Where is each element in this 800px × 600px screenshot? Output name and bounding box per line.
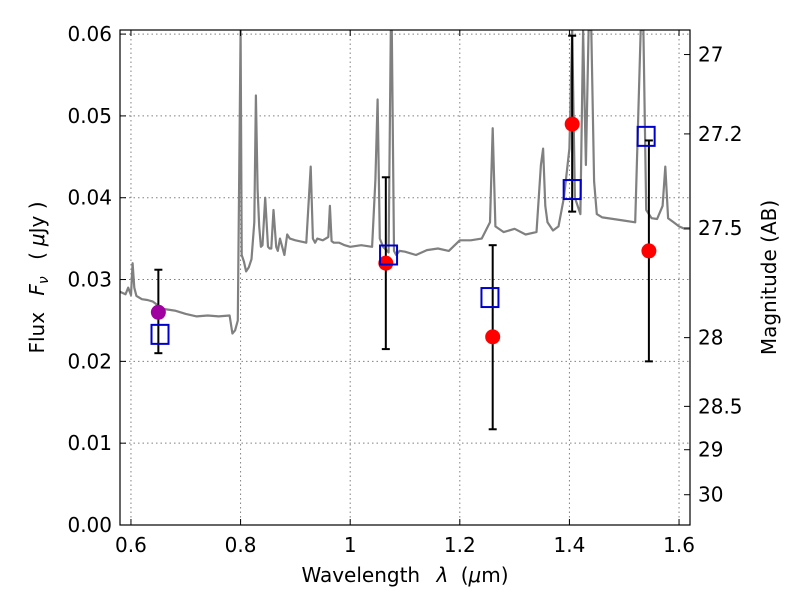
spectrum-layer xyxy=(120,30,690,335)
x-tick-label-1: 0.8 xyxy=(225,533,257,557)
square-marker-2-0 xyxy=(150,323,170,345)
circle-marker-0-2 xyxy=(564,116,580,132)
x-axis-label-unit-open: ( xyxy=(461,563,469,587)
y-tick-label-3: 0.03 xyxy=(67,268,112,292)
x-tick-label-3: 1.2 xyxy=(444,533,476,557)
right-tick-label-5: 29 xyxy=(698,438,723,462)
plot-frame xyxy=(119,29,691,526)
square-marker-2-4 xyxy=(636,125,656,147)
right-tick-label-6: 30 xyxy=(698,483,723,507)
axis-ticks: 0.6 0.8 1 1.2 1.4 1.6 0.00 0.01 0.02 0.03 0.04 0.05… xyxy=(67,22,742,557)
right-tick-label-1: 27.2 xyxy=(698,122,743,146)
square-marker-2-3 xyxy=(562,179,582,201)
grid-lines xyxy=(120,30,690,526)
y-axis-label-symbol: F xyxy=(25,284,49,296)
circle-marker-0-1 xyxy=(485,329,501,345)
square-marker-2-1 xyxy=(379,244,399,266)
x-axis-label-unit-rest: m) xyxy=(481,563,508,587)
x-axis-label-unit-mu: μ xyxy=(468,563,482,587)
x-axis-label: Wavelength λ (μm) xyxy=(301,563,508,587)
right-tick-label-0: 27 xyxy=(698,43,723,67)
y-axis-label-symbol-sub: ν xyxy=(36,276,52,284)
x-tick-label-2: 1 xyxy=(344,533,357,557)
x-tick-label-0: 0.6 xyxy=(115,533,147,557)
y-tick-label-1: 0.01 xyxy=(67,431,112,455)
x-axis-label-text: Wavelength xyxy=(301,563,420,587)
y-axis-label-unit-mu: μ xyxy=(25,233,49,247)
square-marker-2-2 xyxy=(480,287,500,309)
right-tick-label-2: 27.5 xyxy=(698,216,743,240)
circle-marker-1-0 xyxy=(150,304,166,320)
x-axis-label-symbol: λ xyxy=(435,563,448,587)
y-axis-label-text: Flux xyxy=(25,312,49,354)
circle-marker-0-3 xyxy=(641,243,657,259)
x-tick-label-5: 1.6 xyxy=(663,533,695,557)
x-tick-label-4: 1.4 xyxy=(554,533,586,557)
data-markers xyxy=(150,116,657,345)
error-bars xyxy=(154,34,653,431)
y-tick-label-0: 0.00 xyxy=(67,513,112,537)
y-axis-label-unit-open: ( xyxy=(25,252,49,260)
y-tick-label-6: 0.06 xyxy=(67,22,112,46)
circle-marker-0-0 xyxy=(378,255,394,271)
y-tick-label-4: 0.04 xyxy=(67,186,112,210)
right-axis-label: Magnitude (AB) xyxy=(757,200,781,355)
y-tick-label-2: 0.02 xyxy=(67,349,112,373)
right-tick-label-4: 28.5 xyxy=(698,394,743,418)
spectrum-line xyxy=(120,30,690,335)
y-tick-label-5: 0.05 xyxy=(67,104,112,128)
right-tick-label-3: 28 xyxy=(698,326,723,350)
y-axis-label: Flux Fν ( μJy ) xyxy=(25,201,53,353)
y-axis-label-unit-rest: Jy ) xyxy=(25,201,49,235)
